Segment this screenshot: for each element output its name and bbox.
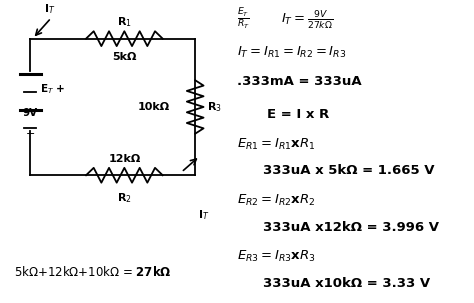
Text: 333uA x10kΩ = 3.33 V: 333uA x10kΩ = 3.33 V xyxy=(263,277,429,290)
Text: $I_T = \frac{9V}{27k\Omega}$: $I_T = \frac{9V}{27k\Omega}$ xyxy=(281,8,334,31)
Text: E = I x R: E = I x R xyxy=(267,108,329,121)
Text: $E_{R3} = I_{R3}$x$R_3$: $E_{R3} = I_{R3}$x$R_3$ xyxy=(237,249,316,265)
Text: 10kΩ: 10kΩ xyxy=(137,102,170,112)
Text: $E_{R1} = I_{R1}$x$R_1$: $E_{R1} = I_{R1}$x$R_1$ xyxy=(237,137,316,152)
Text: 333uA x 5kΩ = 1.665 V: 333uA x 5kΩ = 1.665 V xyxy=(263,164,434,177)
Text: R$_3$: R$_3$ xyxy=(207,100,222,114)
Text: 333uA x12kΩ = 3.996 V: 333uA x12kΩ = 3.996 V xyxy=(263,221,438,234)
Text: R$_2$: R$_2$ xyxy=(117,191,132,205)
Text: $\frac{E_T}{R_T}$: $\frac{E_T}{R_T}$ xyxy=(237,7,250,32)
Text: R$_1$: R$_1$ xyxy=(117,15,132,29)
Text: $I_T = I_{R1} = I_{R2} = I_{R3}$: $I_T = I_{R1} = I_{R2} = I_{R3}$ xyxy=(237,45,346,60)
Text: E$_T$ +: E$_T$ + xyxy=(39,82,65,96)
Text: 5kΩ: 5kΩ xyxy=(112,52,137,62)
Text: $-$: $-$ xyxy=(25,127,36,137)
Text: $E_{R2} = I_{R2}$x$R_2$: $E_{R2} = I_{R2}$x$R_2$ xyxy=(237,193,316,208)
Text: I$_T$: I$_T$ xyxy=(198,208,209,222)
Text: I$_T$: I$_T$ xyxy=(44,3,56,16)
Text: 12kΩ: 12kΩ xyxy=(109,155,141,165)
Text: 5kΩ+12kΩ+10kΩ = $\mathbf{27k\Omega}$: 5kΩ+12kΩ+10kΩ = $\mathbf{27k\Omega}$ xyxy=(14,265,172,279)
Text: .333mA = 333uA: .333mA = 333uA xyxy=(237,75,362,88)
Text: 9V: 9V xyxy=(23,108,38,118)
